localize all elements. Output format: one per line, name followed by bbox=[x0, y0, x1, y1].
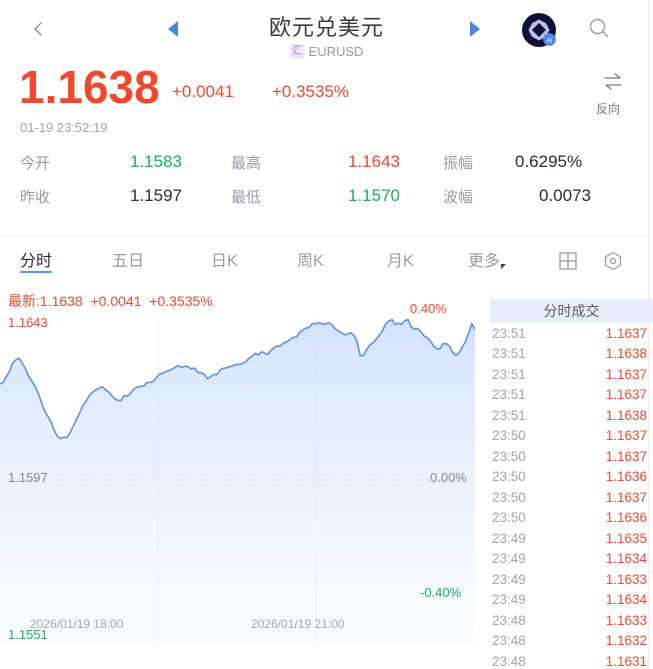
svg-text:AI: AI bbox=[547, 37, 553, 44]
